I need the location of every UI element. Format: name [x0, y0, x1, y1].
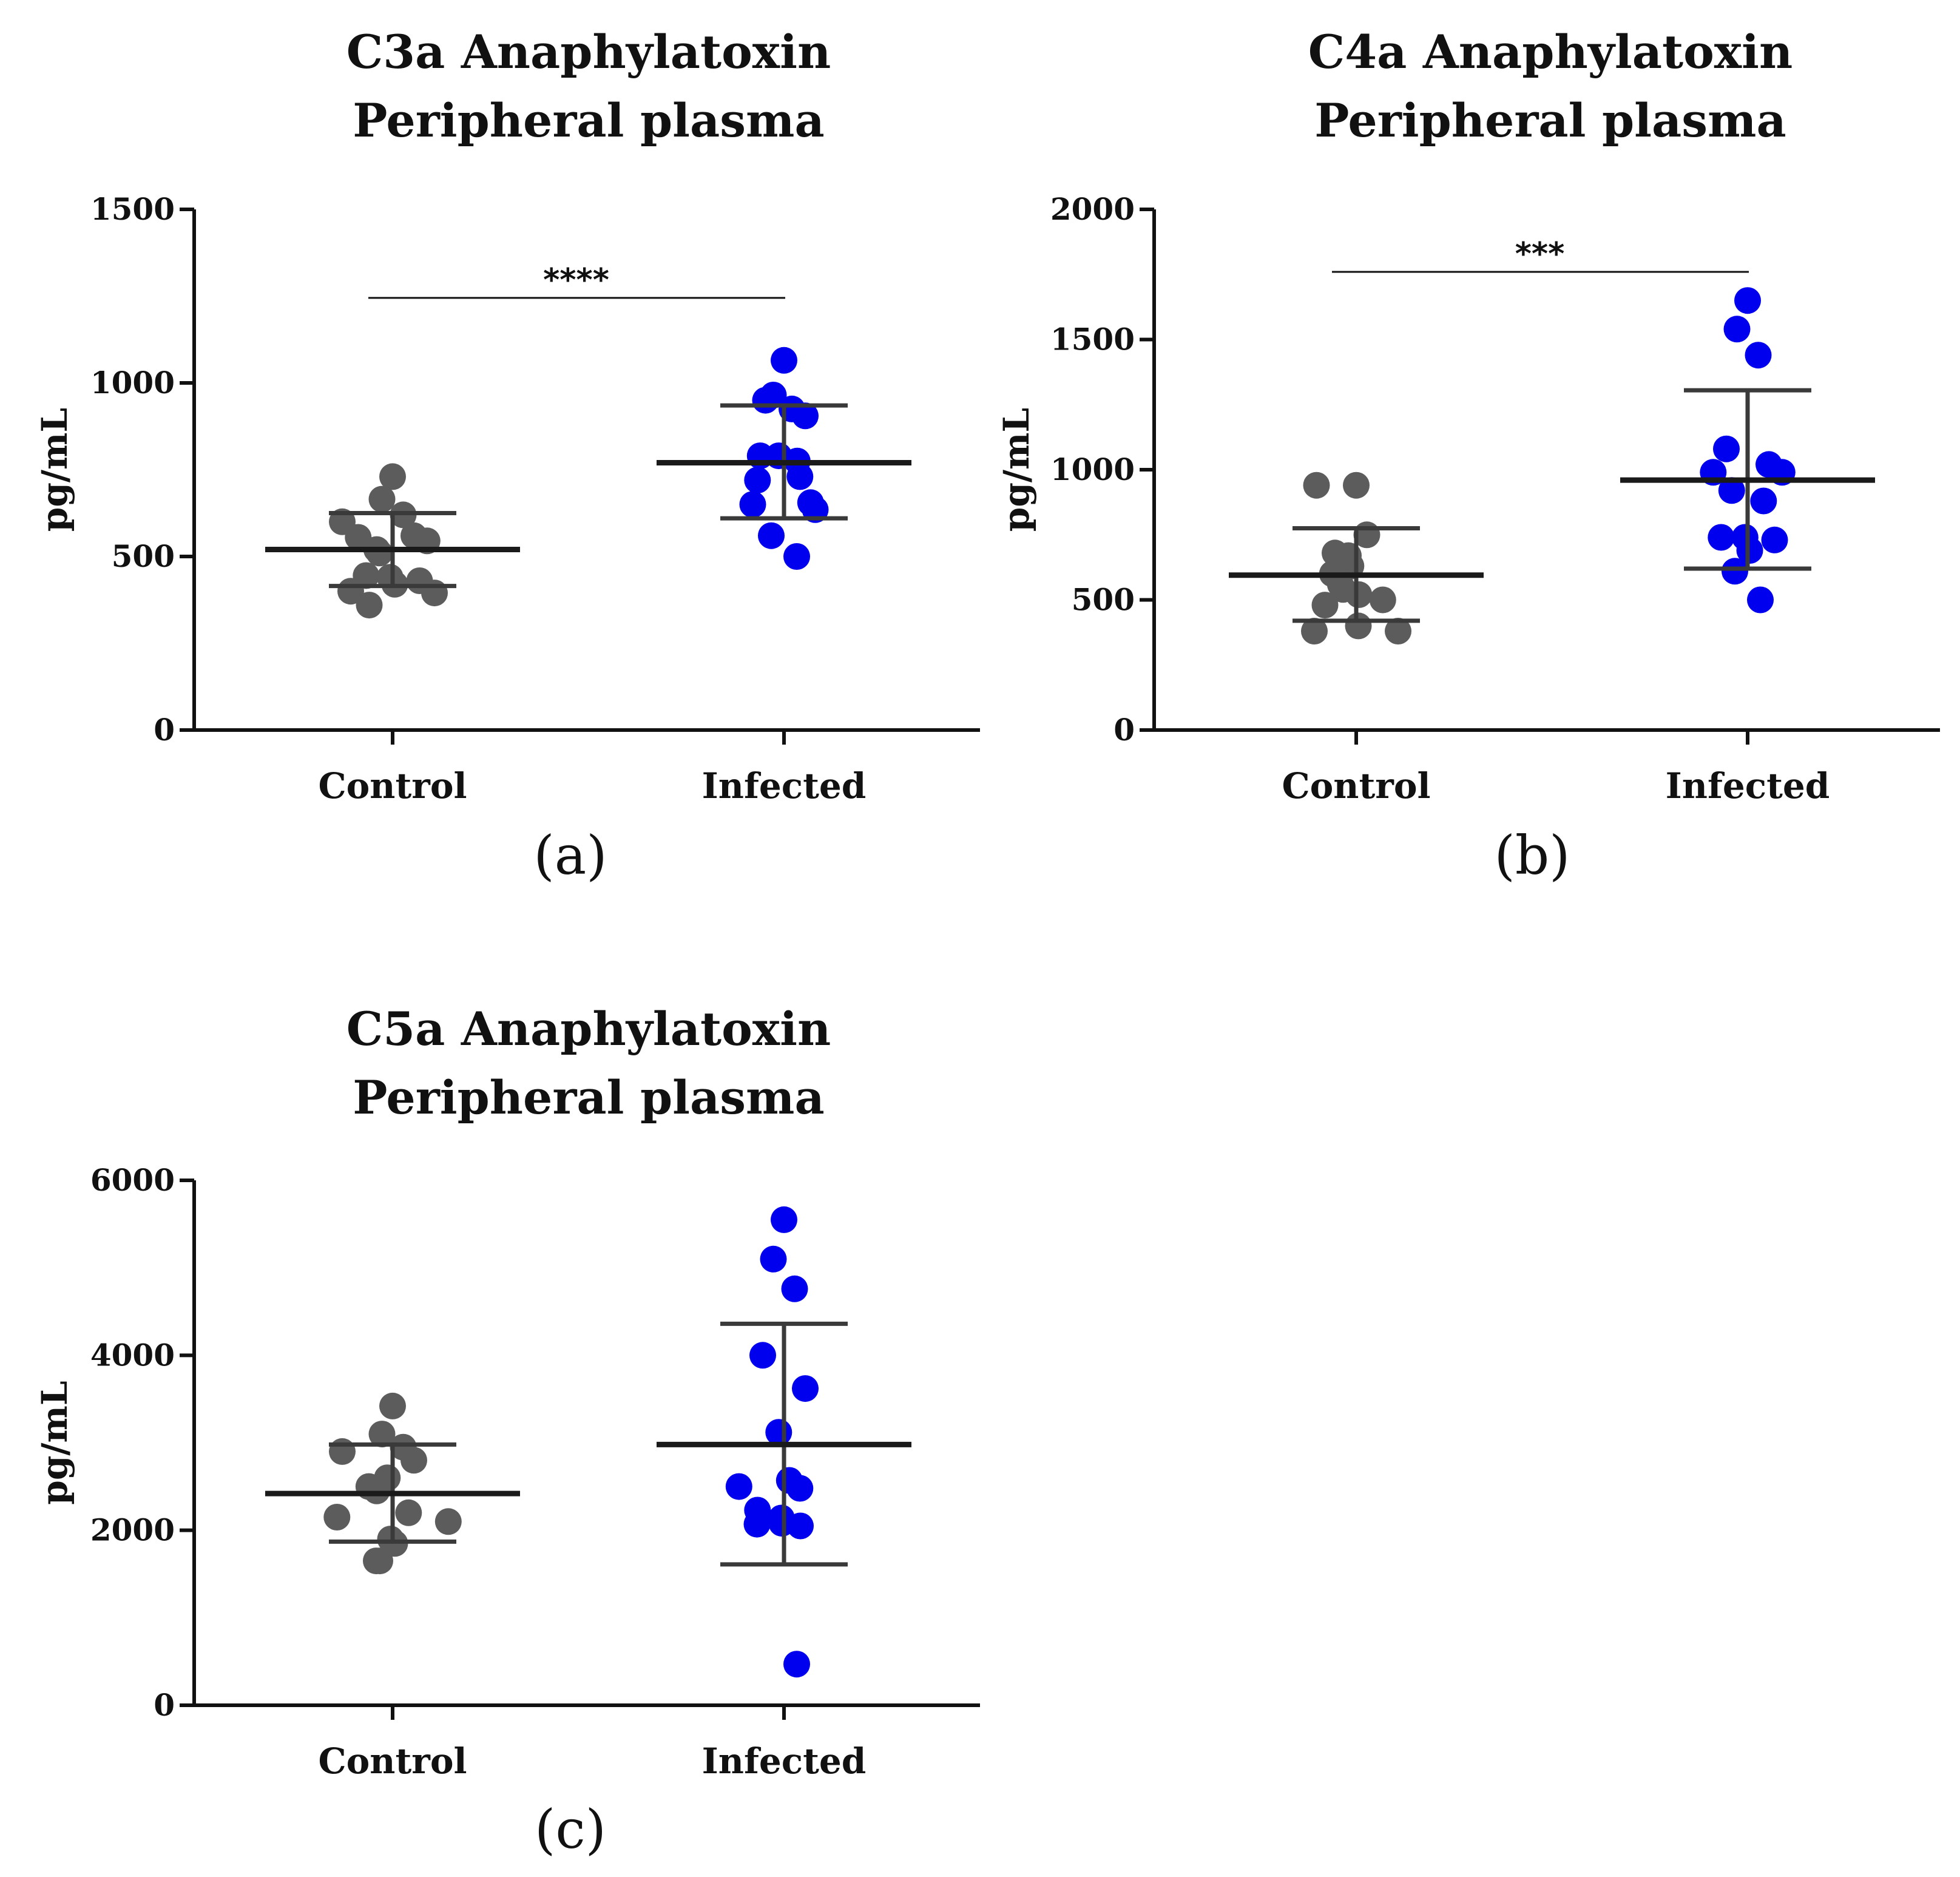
- y-axis-label: pg/mL: [996, 408, 1037, 532]
- data-point-control: [368, 1421, 396, 1448]
- data-point-control: [329, 1438, 356, 1465]
- panel-label: (c): [535, 1798, 606, 1861]
- data-point-infected: [1761, 526, 1788, 553]
- data-point-infected: [725, 1473, 752, 1500]
- data-point-control: [363, 1547, 390, 1575]
- y-tick-label: 1000: [1050, 451, 1135, 487]
- chart-title-line-1: Peripheral plasma: [1314, 93, 1786, 147]
- chart-title-line-0: C4a Anaphylatoxin: [1308, 25, 1793, 79]
- data-point-control: [368, 485, 396, 513]
- data-point-control: [395, 1499, 422, 1526]
- y-tick-label: 2000: [1050, 191, 1135, 227]
- x-tick-label-infected: Infected: [702, 1740, 867, 1782]
- data-point-infected: [787, 1512, 814, 1540]
- data-point-control: [1343, 472, 1370, 499]
- data-point-control: [366, 539, 393, 567]
- y-tick-label: 1000: [90, 365, 175, 401]
- y-tick-label: 500: [1072, 582, 1135, 618]
- data-point-control: [1369, 586, 1396, 614]
- data-point-infected: [786, 1475, 814, 1502]
- x-tick-label-infected: Infected: [702, 765, 867, 807]
- data-point-infected: [792, 402, 819, 430]
- panel-2: C5a Anaphylatoxin Peripheral plasma 0 2000 4…: [34, 1002, 980, 1861]
- chart-title-line-0: C3a Anaphylatoxin: [346, 25, 831, 79]
- y-tick-label: 6000: [90, 1162, 175, 1198]
- data-point-control: [323, 1504, 351, 1530]
- data-point-control: [421, 580, 448, 607]
- x-tick-label-control: Control: [1282, 765, 1430, 807]
- data-point-infected: [1734, 287, 1761, 314]
- y-tick-label: 1500: [1050, 322, 1135, 357]
- y-tick-label: 0: [154, 1687, 175, 1723]
- data-point-control: [1303, 472, 1330, 499]
- panel-0: C3a Anaphylatoxin Peripheral plasma 0 500 10…: [34, 25, 980, 887]
- significance-label: ****: [543, 262, 609, 299]
- x-tick-label-control: Control: [318, 1740, 467, 1782]
- data-point-infected: [1723, 316, 1751, 343]
- data-point-infected: [1745, 342, 1772, 369]
- data-point-infected: [771, 1206, 797, 1233]
- data-point-infected: [786, 463, 814, 490]
- panel-label: (a): [533, 824, 607, 887]
- data-point-infected: [749, 1342, 776, 1369]
- data-point-control: [434, 1508, 462, 1535]
- x-tick-label-control: Control: [318, 765, 467, 807]
- data-point-infected: [765, 1419, 792, 1446]
- significance-label: ***: [1515, 236, 1565, 272]
- data-point-infected: [783, 1651, 810, 1678]
- data-point-infected: [743, 1510, 771, 1538]
- y-tick-label: 4000: [90, 1337, 175, 1373]
- data-point-control: [379, 1392, 406, 1419]
- y-tick-label: 2000: [90, 1512, 175, 1548]
- y-axis-label: pg/mL: [34, 408, 75, 532]
- data-point-infected: [1708, 524, 1735, 551]
- data-point-infected: [739, 491, 766, 518]
- data-point-control: [356, 592, 383, 619]
- data-point-infected: [744, 467, 771, 494]
- panel-label: (b): [1495, 824, 1570, 887]
- data-point-infected: [758, 522, 785, 549]
- data-point-control: [400, 1447, 427, 1474]
- y-tick-label: 0: [154, 712, 175, 748]
- data-point-infected: [783, 543, 810, 570]
- data-point-infected: [760, 1245, 787, 1273]
- chart-title-line-0: C5a Anaphylatoxin: [346, 1002, 831, 1056]
- data-point-infected: [1718, 477, 1745, 504]
- chart-title-line-1: Peripheral plasma: [353, 1070, 824, 1125]
- data-point-infected: [1713, 435, 1740, 462]
- chart-title-line-1: Peripheral plasma: [353, 93, 824, 147]
- data-point-infected: [1750, 487, 1777, 515]
- y-tick-label: 0: [1113, 712, 1135, 748]
- data-point-infected: [1722, 558, 1748, 585]
- data-point-infected: [781, 1275, 808, 1302]
- data-point-control: [1345, 581, 1373, 608]
- y-tick-label: 1500: [90, 191, 175, 227]
- data-point-control: [1385, 618, 1411, 644]
- data-point-control: [379, 463, 406, 490]
- y-axis-label: pg/mL: [34, 1381, 75, 1504]
- panel-1: C4a Anaphylatoxin Peripheral plasma 0 500 10…: [996, 25, 1940, 887]
- data-point-infected: [1747, 586, 1774, 614]
- y-tick-label: 500: [112, 538, 175, 574]
- data-point-control: [1301, 618, 1328, 644]
- data-point-infected: [792, 1375, 819, 1402]
- data-point-infected: [771, 347, 797, 374]
- data-point-control: [1311, 592, 1339, 619]
- x-tick-label-infected: Infected: [1666, 765, 1830, 807]
- data-point-infected: [752, 387, 779, 414]
